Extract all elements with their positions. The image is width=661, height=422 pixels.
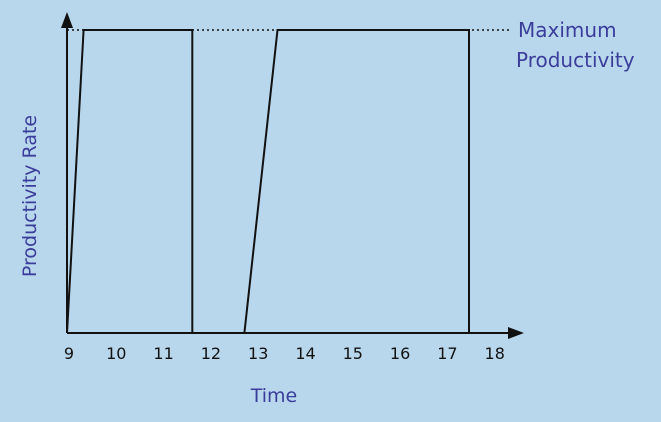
- x-axis-arrow: [508, 327, 524, 339]
- x-tick-label-9: 9: [64, 344, 74, 363]
- x-tick-label-14: 14: [295, 344, 315, 363]
- x-tick-label-16: 16: [390, 344, 410, 363]
- reference-line-label: Maximum Productivity: [516, 18, 635, 72]
- x-tick-label-18: 18: [485, 344, 505, 363]
- x-tick-label-12: 12: [201, 344, 221, 363]
- reference-label-line-1: Maximum: [518, 18, 617, 42]
- axes-group: [61, 12, 524, 339]
- series-group: [66, 29, 470, 334]
- x-tick-label-10: 10: [106, 344, 126, 363]
- reference-label-line-2: Productivity: [516, 48, 635, 72]
- y-axis-title: Productivity Rate: [19, 115, 41, 277]
- y-axis-arrow: [61, 12, 73, 28]
- x-axis-title: Time: [250, 385, 298, 407]
- x-tick-label-17: 17: [437, 344, 457, 363]
- x-tick-labels: 9 10 11 12 13 14 15 16 17 18: [64, 344, 505, 363]
- x-tick-label-15: 15: [343, 344, 363, 363]
- x-tick-label-11: 11: [153, 344, 173, 363]
- x-tick-label-13: 13: [248, 344, 268, 363]
- series-line-0: [66, 29, 470, 334]
